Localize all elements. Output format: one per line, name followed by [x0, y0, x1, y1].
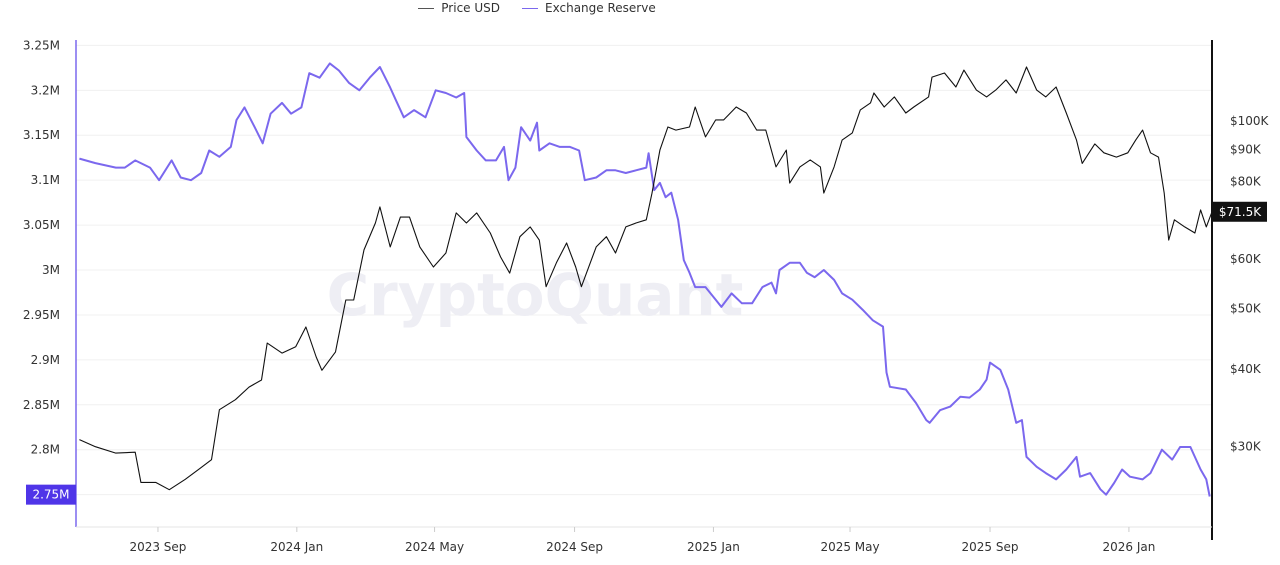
right-tick-label: $100K: [1230, 114, 1270, 128]
right-tick-label: $40K: [1230, 362, 1262, 376]
left-tick-label: 3.1M: [31, 173, 60, 187]
right-tick-label: $90K: [1230, 143, 1262, 157]
left-tick-label: 2.95M: [23, 308, 60, 322]
x-tick-label: 2024 Sep: [546, 540, 603, 554]
legend-item-price[interactable]: Price USD: [418, 1, 500, 15]
right-tick-label: $80K: [1230, 174, 1262, 188]
left-tick-label: 3M: [42, 263, 60, 277]
x-tick-label: 2024 Jan: [270, 540, 323, 554]
left-current-value-label: 2.75M: [32, 488, 69, 502]
right-tick-label: $50K: [1230, 302, 1262, 316]
x-tick-label: 2024 May: [405, 540, 464, 554]
exchange-reserve-line: [79, 62, 1211, 497]
left-tick-label: 3.05M: [23, 218, 60, 232]
right-axis-ticks: $100K $90K $80K $60K $50K $40K $30K: [1230, 114, 1270, 454]
x-axis-ticks: 2023 Sep 2024 Jan 2024 May 2024 Sep 2025 Jan…: [129, 527, 1155, 554]
legend: Price USD Exchange Reserve: [0, 1, 1177, 15]
watermark-logo: CryptoQuant: [327, 261, 744, 329]
x-tick-label: 2025 Sep: [962, 540, 1019, 554]
left-tick-label: 2.8M: [31, 443, 60, 457]
legend-item-exchange-reserve[interactable]: Exchange Reserve: [522, 1, 656, 15]
gridlines: [76, 44, 1212, 496]
price-usd-line: [79, 66, 1213, 491]
left-current-value-marker: 2.75M: [26, 484, 76, 505]
left-tick-label: 3.25M: [23, 38, 60, 52]
legend-swatch-exchange-reserve: [522, 7, 539, 9]
right-current-value-marker: $71.5K: [1213, 201, 1267, 222]
left-tick-label: 3.15M: [23, 128, 60, 142]
legend-swatch-price: [418, 7, 435, 9]
left-axis-ticks: 3.25M 3.2M 3.15M 3.1M 3.05M 3M 2.95M 2.9M 2.85M 2…: [23, 38, 60, 456]
left-tick-label: 2.9M: [31, 353, 60, 367]
x-tick-label: 2025 Jan: [687, 540, 740, 554]
right-current-value-label: $71.5K: [1219, 205, 1262, 219]
x-tick-label: 2023 Sep: [129, 540, 186, 554]
x-tick-label: 2025 May: [820, 540, 879, 554]
legend-label-price: Price USD: [441, 1, 501, 15]
legend-label-exchange-reserve: Exchange Reserve: [545, 1, 656, 15]
series-layer: [79, 62, 1213, 497]
x-tick-label: 2026 Jan: [1102, 540, 1155, 554]
right-tick-label: $60K: [1230, 252, 1262, 266]
left-tick-label: 3.2M: [31, 83, 60, 97]
right-tick-label: $30K: [1230, 440, 1262, 454]
left-tick-label: 2.85M: [23, 398, 60, 412]
